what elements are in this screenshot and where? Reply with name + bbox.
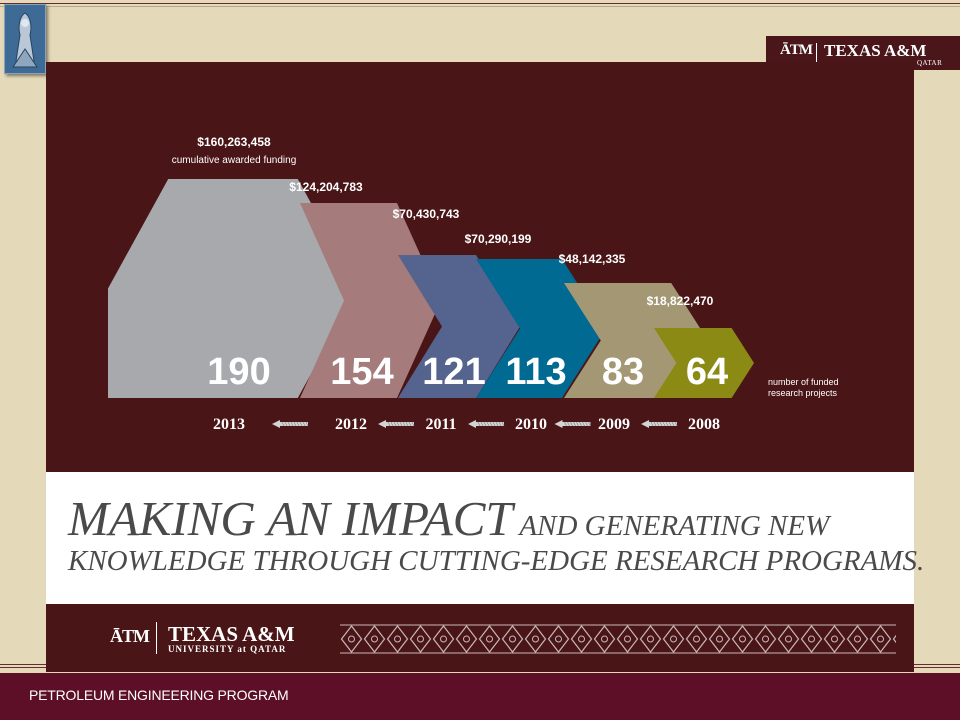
year-2009-shape [564,283,708,398]
header-atm-mark: ĀTM [780,42,813,58]
projects-caption-line-2: research projects [768,388,838,398]
headline-small-text: AND GENERATING NEW [512,510,830,542]
projects-count-2008: 64 [686,351,728,393]
arrow-left-icon [272,420,309,428]
year-label-2012: 2012 [335,416,367,433]
projects-caption-line-1: number of funded [768,377,839,387]
footer-brand-name: TEXAS A&M [168,622,295,646]
labels-layer: 190 $160,263,458 2013 154 $124,204,783 2012 12… [172,135,839,433]
year-label-2009: 2009 [598,416,630,433]
headline-large-text: MAKING AN IMPACT [68,491,513,546]
year-2013-shape [108,179,358,398]
footer-brand-sub: UNIVERSITY at QATAR [168,644,287,654]
footer-divider [156,622,157,654]
decorative-pattern [340,624,896,654]
funding-amount-2010: $70,290,199 [465,232,532,246]
projects-count-2009: 83 [602,351,644,393]
funding-amount-2008: $18,822,470 [647,294,714,308]
headline-line-2: KNOWLEDGE THROUGH CUTTING-EDGE RESEARCH … [68,545,925,577]
funding-amount-2009: $48,142,335 [559,252,626,266]
header-brand-name: TEXAS A&M [824,41,927,60]
year-2011-shape [398,255,520,398]
top-stripe-1 [0,3,960,4]
top-stripe-2 [0,6,960,7]
chevron-row [108,179,754,398]
header-divider [816,43,817,63]
year-label-2013: 2013 [213,416,245,433]
year-2008-shape [654,328,754,398]
arrow-left-icon [468,420,505,428]
arrow-left-icon [554,420,591,428]
funding-amount-2013: $160,263,458 [197,135,271,149]
projects-count-2013: 190 [207,351,270,393]
footer-band: ĀTM TEXAS A&M UNIVERSITY at QATAR [46,604,914,672]
projects-count-2012: 154 [330,351,393,393]
header-brand-sub: QATAR [917,59,943,67]
arrow-left-icon [378,420,415,428]
headline-band: MAKING AN IMPACT AND GENERATING NEW KNOW… [46,472,924,604]
bottom-bar: PETROLEUM ENGINEERING PROGRAM [0,673,960,720]
arrow-left-icon [641,420,678,428]
funding-amount-2011: $70,430,743 [393,207,460,221]
year-label-2011: 2011 [425,416,456,433]
projects-count-2011: 121 [422,351,485,393]
projects-count-2010: 113 [505,351,566,393]
headline-line-1: MAKING AN IMPACT AND GENERATING NEW [68,490,829,547]
year-label-2010: 2010 [515,416,547,433]
program-label: PETROLEUM ENGINEERING PROGRAM [29,687,289,703]
funding-caption: cumulative awarded funding [172,155,297,166]
university-seal-icon [4,4,46,74]
funding-infographic: 190 $160,263,458 2013 154 $124,204,783 2012 12… [108,135,839,433]
year-2012-shape [300,203,441,398]
year-label-2008: 2008 [688,416,720,433]
footer-atm-mark: ĀTM [110,626,150,646]
funding-amount-2012: $124,204,783 [289,180,363,194]
infographic-panel: 190 $160,263,458 2013 154 $124,204,783 2012 12… [46,62,914,472]
